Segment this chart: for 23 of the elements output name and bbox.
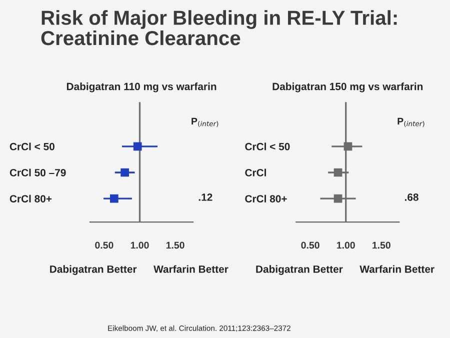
y-tick-label: CrCl < 50 <box>10 142 54 150</box>
text: Warfarin Better <box>360 265 434 273</box>
chart-subtitle: Dabigatran 110 mg vs warfarin <box>66 82 216 92</box>
x-tick-label: 0.50 <box>301 242 320 249</box>
text: .68 <box>404 193 418 201</box>
y-tick-label: CrCl <box>245 168 266 176</box>
x-tick-label: 1.00 <box>130 242 149 249</box>
y-tick-label: CrCl 80+ <box>10 194 52 202</box>
text: P$_{(inter)}$ <box>192 118 218 128</box>
text: Warfarin Better <box>154 265 228 273</box>
x-tick-label: 1.50 <box>372 242 390 249</box>
y-tick-label: CrCl < 50 <box>245 142 290 150</box>
text: P$_{(inter)}$ <box>398 118 424 128</box>
chart-title: Risk of Major Bleeding in RE-LY Trial: Creatinine Clearance <box>41 10 397 46</box>
y-tick-label: CrCl 80+ <box>245 194 287 202</box>
chart-subtitle: Dabigatran 150 mg vs warfarin <box>272 82 423 92</box>
y-tick-label: CrCl 50 –79 <box>10 168 66 176</box>
text: .12 <box>198 193 212 201</box>
text: Dabigatran Better <box>50 265 137 275</box>
x-tick-label: 1.50 <box>166 242 184 249</box>
x-tick-label: 0.50 <box>95 242 114 249</box>
x-tick-label: 1.00 <box>337 242 355 249</box>
text: Dabigatran Better <box>256 265 343 275</box>
